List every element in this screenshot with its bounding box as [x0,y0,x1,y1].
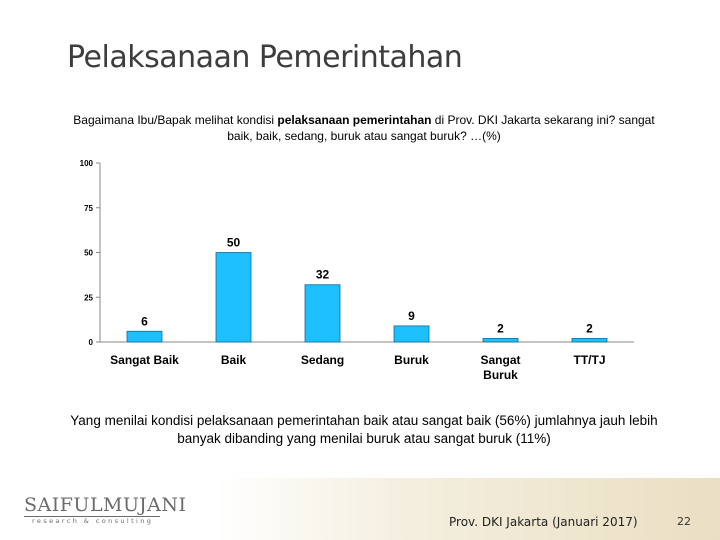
x-tick-label: Sangat Baik [110,353,179,367]
data-label: 32 [316,268,330,282]
bar [215,252,252,343]
x-tick-label: TT/TJ [574,353,606,367]
y-tick-label: 25 [84,293,93,302]
footer-band [0,478,720,540]
question-text-end: di Prov. DKI Jakarta sekarang ini? sanga… [227,113,655,143]
question-text-start: Bagaimana Ibu/Bapak melihat kondisi [73,113,278,127]
y-tick-label: 50 [84,249,93,258]
bar [126,330,163,343]
bar [571,338,608,343]
logo-wordmark: SAIFULMUJANI [24,494,187,516]
slide-title: Pelaksanaan Pemerintahan [67,40,463,75]
data-label: 6 [141,314,148,328]
x-tick-label: Sangat Buruk [480,353,520,382]
data-label: 50 [227,236,241,250]
x-tick-label: Buruk [394,353,429,367]
footer-source: Prov. DKI Jakarta (Januari 2017) [449,515,638,529]
bar [393,325,430,343]
y-tick-label: 100 [80,159,94,168]
logo-tagline: research & consulting [32,517,154,525]
bar [304,284,341,343]
page-number: 22 [677,515,691,528]
data-label: 9 [408,309,415,323]
x-tick-label: Baik [221,353,247,367]
conclusion-text: Yang menilai kondisi pelaksanaan pemerin… [70,413,658,446]
x-tick-label: Sedang [301,353,344,367]
data-label: 2 [497,321,504,335]
y-tick-label: 75 [84,204,93,213]
y-tick-label: 0 [89,338,94,347]
data-label: 2 [586,321,593,335]
bar [482,338,519,343]
survey-question: Bagaimana Ibu/Bapak melihat kondisi pela… [60,112,668,144]
bar-chart: 0 25 50 75 100 6 Sangat Baik 50 Baik 32 Sedang 9 Bur… [80,159,634,382]
question-text-bold: pelaksanaan pemerintahan [277,113,432,127]
logo-rule [24,516,160,517]
